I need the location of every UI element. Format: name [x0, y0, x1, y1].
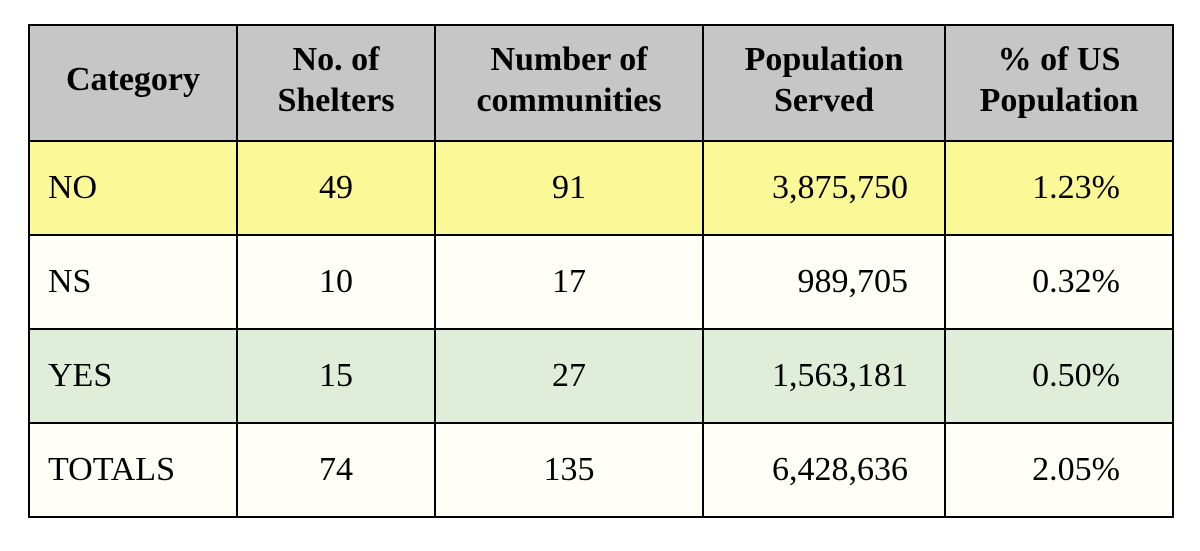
cell-communities: 135	[435, 423, 703, 517]
cell-shelters: 49	[237, 141, 435, 235]
cell-population: 989,705	[703, 235, 945, 329]
cell-population: 6,428,636	[703, 423, 945, 517]
cell-shelters: 15	[237, 329, 435, 423]
col-header-shelters: No. of Shelters	[237, 25, 435, 141]
cell-communities: 91	[435, 141, 703, 235]
cell-pct: 2.05%	[945, 423, 1173, 517]
table-header-row: Category No. of Shelters Number of commu…	[29, 25, 1173, 141]
cell-category: NO	[29, 141, 237, 235]
cell-pct: 0.32%	[945, 235, 1173, 329]
cell-population: 1,563,181	[703, 329, 945, 423]
table-row: NO 49 91 3,875,750 1.23%	[29, 141, 1173, 235]
table-row: YES 15 27 1,563,181 0.50%	[29, 329, 1173, 423]
col-header-pct: % of US Population	[945, 25, 1173, 141]
cell-category: YES	[29, 329, 237, 423]
cell-population: 3,875,750	[703, 141, 945, 235]
cell-category: NS	[29, 235, 237, 329]
cell-communities: 27	[435, 329, 703, 423]
col-header-category: Category	[29, 25, 237, 141]
col-header-communities: Number of communities	[435, 25, 703, 141]
cell-communities: 17	[435, 235, 703, 329]
table-row: NS 10 17 989,705 0.32%	[29, 235, 1173, 329]
cell-category: TOTALS	[29, 423, 237, 517]
cell-pct: 1.23%	[945, 141, 1173, 235]
col-header-population: Population Served	[703, 25, 945, 141]
shelter-summary-table: Category No. of Shelters Number of commu…	[28, 24, 1174, 518]
cell-shelters: 74	[237, 423, 435, 517]
table-row: TOTALS 74 135 6,428,636 2.05%	[29, 423, 1173, 517]
cell-shelters: 10	[237, 235, 435, 329]
cell-pct: 0.50%	[945, 329, 1173, 423]
